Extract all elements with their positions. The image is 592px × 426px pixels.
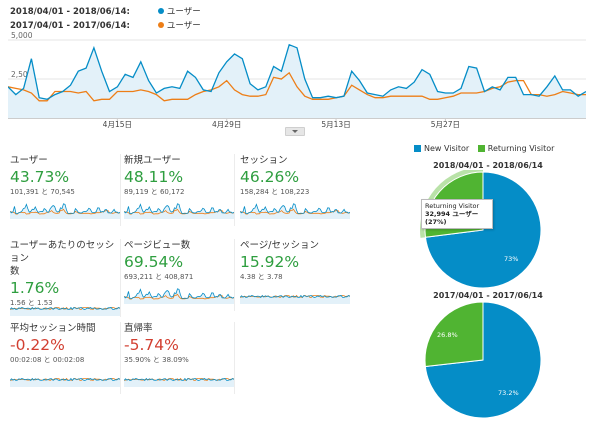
metric-sparkline <box>124 203 234 219</box>
metric-sparkline <box>124 377 234 387</box>
previous-series-line <box>8 71 586 102</box>
pie2-new-label: 73.2% <box>498 389 519 397</box>
metric-comparison: 35.90% と 38.09% <box>124 356 189 364</box>
metric-sparkline <box>10 203 120 219</box>
pie-slice-returning-visitor[interactable] <box>424 301 484 368</box>
metric-name: 新規ユーザー <box>124 155 181 166</box>
metric-change: -5.74% <box>124 336 179 354</box>
metric-change: 46.26% <box>240 168 300 186</box>
metric-comparison: 1.56 と 1.53 <box>10 299 53 307</box>
users-line-chart[interactable]: 5,000 2,500 4月15日 4月29日 5月13日 5月27日 <box>8 30 586 130</box>
metric-sparkline <box>124 288 234 304</box>
tooltip-value: 32,994 ユーザー (27%) <box>425 210 479 226</box>
metric-comparison: 89,119 と 60,172 <box>124 188 185 196</box>
legend-current-dot <box>157 8 164 14</box>
pie-legend: New Visitor Returning Visitor <box>414 144 554 153</box>
pie-legend-returning: Returning Visitor <box>487 144 555 153</box>
sparkline-current <box>10 377 120 382</box>
metric-card[interactable]: 新規ユーザー 48.11% 89,119 と 60,172 <box>124 154 235 226</box>
metric-card[interactable]: ユーザーあたりのセッション 数 1.76% 1.56 と 1.53 <box>10 239 121 317</box>
metric-card[interactable]: ユーザー 43.73% 101,391 と 70,545 <box>10 154 121 226</box>
metric-sparkline <box>10 377 120 387</box>
x-tick-label: 5月27日 <box>431 120 460 129</box>
metric-comparison: 4.38 と 3.78 <box>240 273 283 281</box>
sparkline-current <box>240 203 350 215</box>
metric-card[interactable]: 直帰率 -5.74% 35.90% と 38.09% <box>124 322 235 394</box>
current-series-area <box>8 44 586 119</box>
returning-visitor-swatch <box>477 145 485 152</box>
metric-comparison: 101,391 と 70,545 <box>10 188 75 196</box>
metric-change: -0.22% <box>10 336 65 354</box>
tooltip-title: Returning Visitor <box>425 202 480 210</box>
pie-legend-new: New Visitor <box>424 144 470 153</box>
x-tick-label: 4月29日 <box>212 120 241 129</box>
legend-previous-label: ユーザー <box>166 21 201 31</box>
new-visitor-swatch <box>414 145 421 152</box>
current-series-line <box>8 43 586 100</box>
metric-name: 直帰率 <box>124 323 153 334</box>
metric-comparison: 158,284 と 108,223 <box>240 188 310 196</box>
sparkline-current <box>124 288 234 300</box>
legend-previous-range: 2017/04/01 - 2017/06/14: <box>10 21 130 31</box>
legend-previous-dot <box>157 22 164 28</box>
metric-card[interactable]: ページビュー数 69.54% 693,211 と 408,871 <box>124 239 235 311</box>
metric-name: ページ/セッション <box>240 240 320 251</box>
chart-collapse-toggle[interactable] <box>285 127 305 136</box>
pie-chart-current[interactable] <box>410 170 560 290</box>
pie-title-current: 2018/04/01 - 2018/06/14 <box>433 161 543 170</box>
metric-change: 15.92% <box>240 253 300 271</box>
x-tick-label: 4月15日 <box>103 120 132 129</box>
pie2-returning-label: 26.8% <box>437 331 458 339</box>
metric-name: ページビュー数 <box>124 240 191 251</box>
metric-card[interactable]: セッション 46.26% 158,284 と 108,223 <box>240 154 350 226</box>
metric-change: 48.11% <box>124 168 184 186</box>
metric-comparison: 00:02:08 と 00:02:08 <box>10 356 85 364</box>
metric-name: セッション <box>240 155 288 166</box>
sparkline-current <box>10 306 120 311</box>
legend-current: 2018/04/01 - 2018/06/14: ユーザー <box>10 5 201 17</box>
y-tick-label: 5,000 <box>11 31 33 40</box>
sparkline-current <box>240 294 350 299</box>
metric-sparkline <box>240 294 350 304</box>
pie-title-previous: 2017/04/01 - 2017/06/14 <box>433 291 543 300</box>
sparkline-current <box>124 203 234 215</box>
metric-sparkline <box>240 203 350 219</box>
metric-change: 69.54% <box>124 253 184 271</box>
x-tick-label: 5月13日 <box>321 120 350 129</box>
metric-card[interactable]: ページ/セッション 15.92% 4.38 と 3.78 <box>240 239 350 311</box>
y-tick-label: 2,500 <box>11 70 33 79</box>
legend-current-label: ユーザー <box>166 7 201 17</box>
metric-sparkline <box>10 306 120 316</box>
sparkline-current <box>124 377 234 382</box>
metric-change: 43.73% <box>10 168 70 186</box>
legend-previous: 2017/04/01 - 2017/06/14: ユーザー <box>10 19 201 31</box>
metric-card[interactable]: 平均セッション時間 -0.22% 00:02:08 と 00:02:08 <box>10 322 121 394</box>
pie1-new-label: 73% <box>504 255 519 263</box>
metric-name: 平均セッション時間 <box>10 323 96 334</box>
metric-comparison: 693,211 と 408,871 <box>124 273 194 281</box>
sparkline-current <box>10 203 120 215</box>
pie-chart-previous[interactable] <box>410 300 560 420</box>
metric-name: ユーザー <box>10 155 48 166</box>
legend-current-range: 2018/04/01 - 2018/06/14: <box>10 7 130 17</box>
metric-name: ユーザーあたりのセッション 数 <box>10 240 115 277</box>
pie-tooltip: Returning Visitor 32,994 ユーザー (27%) <box>421 199 493 229</box>
metric-change: 1.76% <box>10 279 60 297</box>
